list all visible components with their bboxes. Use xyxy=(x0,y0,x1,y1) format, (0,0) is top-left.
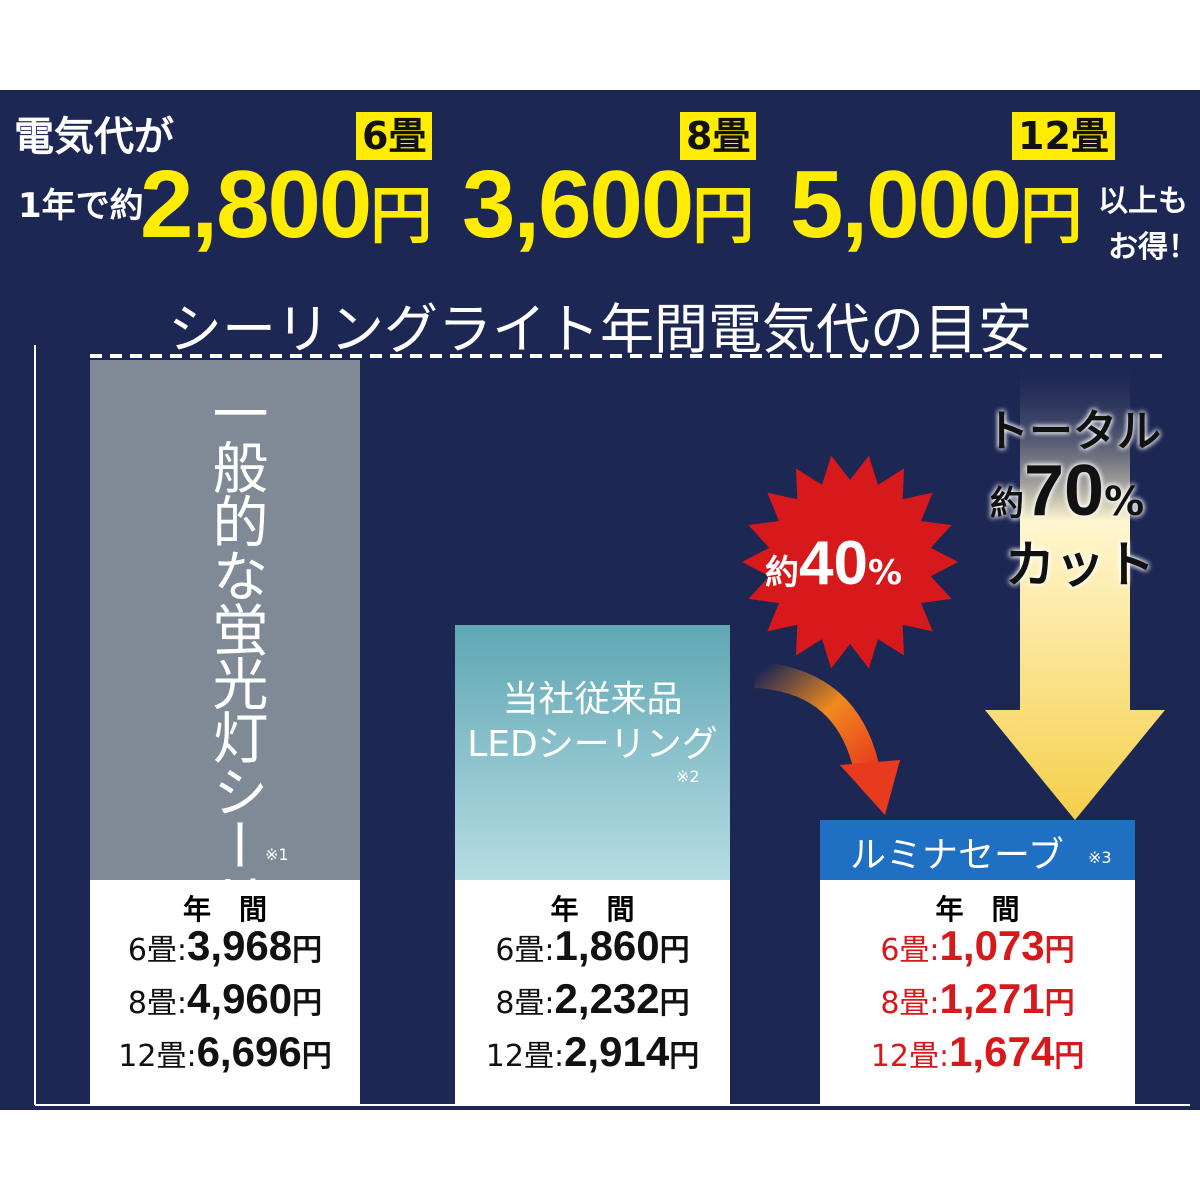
saving: 2,800円 xyxy=(140,150,432,260)
arrow-value: 70 xyxy=(1024,451,1105,531)
row-amount: 1,860 xyxy=(554,922,660,969)
row-amount: 6,696 xyxy=(196,1028,302,1075)
row-unit: 円 xyxy=(1044,986,1075,1021)
tail1: 以上も xyxy=(1098,184,1188,219)
saving-amount: 2,800 xyxy=(140,151,372,258)
cost-row: 12畳:6,696円 xyxy=(90,1028,360,1076)
cost-row: 6畳:3,968円 xyxy=(90,922,360,970)
led-bar xyxy=(455,625,730,880)
cost-row: 12畳:2,914円 xyxy=(455,1028,730,1076)
cost-row: 12畳:1,674円 xyxy=(820,1028,1135,1076)
row-amount: 3,968 xyxy=(187,922,293,969)
row-label: 6畳: xyxy=(127,933,188,968)
arrow-line2: 約70% xyxy=(990,450,1144,532)
row-label: 12畳: xyxy=(870,1039,950,1074)
row-label: 12畳: xyxy=(485,1039,565,1074)
size-tag: 8畳 xyxy=(680,112,757,160)
row-amount: 1,674 xyxy=(949,1028,1055,1075)
row-label: 12畳: xyxy=(118,1039,197,1074)
row-unit: 円 xyxy=(659,933,690,968)
row-label: 8畳: xyxy=(495,986,555,1021)
cost-row: 6畳:1,073円 xyxy=(820,922,1135,970)
cost-row: 8畳:1,271円 xyxy=(820,975,1135,1023)
row-unit: 円 xyxy=(301,1039,332,1074)
cost-box: 年 間 6畳:1,860円 8畳:2,232円 12畳:2,914円 xyxy=(455,880,730,1105)
saving-amount: 3,600 xyxy=(462,151,694,258)
starburst xyxy=(742,455,958,669)
row-amount: 4,960 xyxy=(187,975,293,1022)
size-tag: 12畳 xyxy=(1012,112,1115,160)
note: ※3 xyxy=(1088,848,1112,867)
badge: 約40% xyxy=(765,528,902,599)
arrow-line3: カット xyxy=(1005,536,1155,594)
note: ※2 xyxy=(676,767,700,786)
row-unit: 円 xyxy=(1044,933,1075,968)
note: ※1 xyxy=(265,845,289,864)
orange-arrow xyxy=(754,662,881,778)
saving-amount: 5,000 xyxy=(790,151,1022,258)
row-amount: 2,914 xyxy=(564,1028,670,1075)
arrow-prefix: 約 xyxy=(990,484,1024,524)
row-label: 8畳: xyxy=(127,986,188,1021)
bar-name: ルミナセーブ xyxy=(850,835,1064,876)
saving-unit: 円 xyxy=(1020,179,1083,252)
badge-unit: % xyxy=(867,553,903,593)
cost-row: 8畳:4,960円 xyxy=(90,975,360,1023)
cost-box: 年 間 6畳:3,968円 8畳:4,960円 12畳:6,696円 xyxy=(90,880,360,1105)
row-amount: 1,271 xyxy=(939,975,1045,1022)
saving-unit: 円 xyxy=(692,179,755,252)
lead2: 1年で約 xyxy=(18,186,144,226)
yellow-arrow xyxy=(985,360,1165,820)
tail2: お得！ xyxy=(1108,230,1198,265)
row-unit: 円 xyxy=(669,1039,700,1074)
saving: 5,000円 xyxy=(790,150,1082,260)
arrow-line1: トータル xyxy=(985,406,1161,457)
bar-name: 当社従来品 xyxy=(502,679,683,720)
row-unit: 円 xyxy=(1054,1039,1085,1074)
row-label: 6畳: xyxy=(880,933,940,968)
row-unit: 円 xyxy=(292,986,323,1021)
row-label: 6畳: xyxy=(495,933,555,968)
badge-value: 40 xyxy=(799,529,868,598)
lead1: 電気代が xyxy=(14,114,174,160)
cost-row: 6畳:1,860円 xyxy=(455,922,730,970)
row-label: 8畳: xyxy=(880,986,940,1021)
saving: 3,600円 xyxy=(462,150,754,260)
period: 年 間 xyxy=(182,893,267,926)
title: シーリングライト年間電気代の目安 xyxy=(168,298,1032,361)
period: 年 間 xyxy=(935,893,1020,926)
row-unit: 円 xyxy=(659,986,690,1021)
row-amount: 2,232 xyxy=(554,975,660,1022)
size-tag: 6畳 xyxy=(356,112,433,160)
row-unit: 円 xyxy=(292,933,323,968)
cost-box: 年 間 6畳:1,073円 8畳:1,271円 12畳:1,674円 xyxy=(820,880,1135,1105)
bar-name: LEDシーリング xyxy=(467,724,718,765)
luminasave-label-bg xyxy=(820,820,1135,880)
saving-unit: 円 xyxy=(370,179,433,252)
row-amount: 1,073 xyxy=(939,922,1045,969)
badge-prefix: 約 xyxy=(765,553,799,593)
period: 年 間 xyxy=(550,893,635,926)
orange-arrow-head xyxy=(840,760,900,815)
cost-row: 8畳:2,232円 xyxy=(455,975,730,1023)
fluorescent-bar xyxy=(90,360,360,880)
arrow-unit: % xyxy=(1104,479,1145,525)
